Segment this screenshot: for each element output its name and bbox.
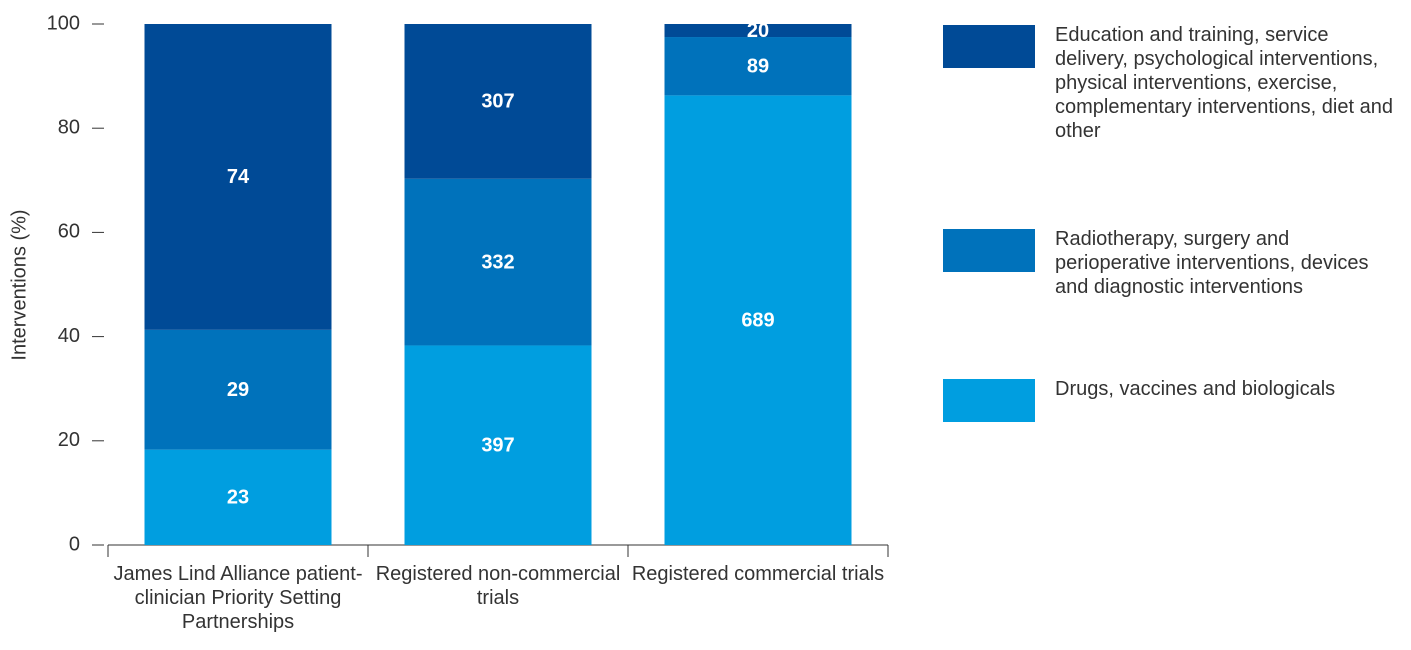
data-label: 332 <box>481 251 514 273</box>
data-label: 89 <box>747 55 769 77</box>
y-axis-label: Interventions (%) <box>8 209 30 360</box>
y-tick-label: 100 <box>47 12 80 34</box>
bar-segment <box>404 24 592 179</box>
y-tick-label: 60 <box>58 221 80 243</box>
data-label: 29 <box>227 379 249 401</box>
bar-segment <box>404 178 592 346</box>
legend-label: Drugs, vaccines and biologicals <box>1055 378 1336 400</box>
data-label: 307 <box>481 91 514 113</box>
bar-segment <box>664 24 852 38</box>
data-label: 20 <box>747 20 769 42</box>
x-tick-label: James Lind Alliance patient-clinician Pr… <box>113 563 363 633</box>
data-label: 689 <box>741 309 774 331</box>
bar-segment <box>144 449 332 545</box>
legend-swatch <box>943 25 1035 68</box>
bar-segment <box>144 329 332 450</box>
bar-segment <box>664 95 852 545</box>
bar-segment <box>144 24 332 330</box>
bar-segment <box>664 37 852 96</box>
x-tick-label: Registered non-commercial trials <box>375 563 621 609</box>
data-label: 74 <box>227 166 250 188</box>
data-label: 397 <box>481 435 514 457</box>
legend-swatch <box>943 379 1035 422</box>
y-tick-label: 20 <box>58 429 80 451</box>
data-label: 23 <box>227 487 249 509</box>
legend-label: Education and training, service delivery… <box>1055 24 1393 142</box>
legend-label: Radiotherapy, surgery and perioperative … <box>1055 228 1369 298</box>
y-tick-label: 80 <box>58 116 80 138</box>
y-tick-label: 40 <box>58 325 80 347</box>
bar-segment <box>404 345 592 545</box>
legend-swatch <box>943 229 1035 272</box>
x-tick-label: Registered commercial trials <box>631 563 885 585</box>
y-tick-label: 0 <box>69 533 80 555</box>
